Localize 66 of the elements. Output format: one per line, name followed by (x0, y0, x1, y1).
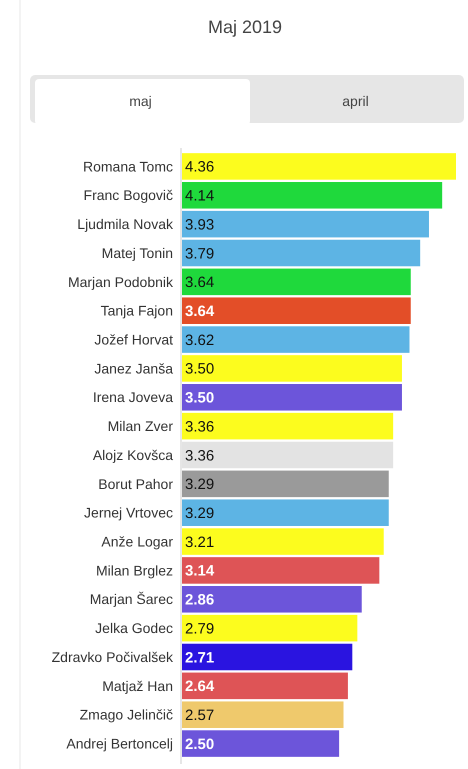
data-label: 3.14 (185, 562, 215, 580)
bar (182, 412, 394, 440)
y-tick-label: Jernej Vrtovec (84, 504, 173, 521)
bar (182, 701, 344, 728)
y-tick-label: Tanja Fajon (100, 302, 173, 319)
data-label: 3.79 (185, 245, 214, 262)
bar (182, 528, 384, 555)
y-tick-label: Jelka Godec (95, 620, 173, 636)
bar (182, 730, 340, 757)
bar (182, 557, 380, 584)
data-label: 4.36 (185, 158, 214, 176)
bar (182, 614, 358, 642)
bar (182, 326, 410, 353)
data-label: 3.64 (185, 302, 215, 320)
data-label: 2.71 (185, 649, 214, 666)
y-tick-label: Zdravko Počivalšek (52, 648, 174, 665)
data-label: 2.50 (185, 736, 214, 753)
y-tick-label: Matjaž Han (102, 678, 173, 694)
data-label: 3.21 (185, 534, 214, 551)
data-label: 4.14 (185, 188, 214, 205)
y-tick-label: Ljudmila Novak (77, 216, 174, 232)
bar (182, 153, 456, 180)
bar (182, 672, 348, 700)
bar (182, 586, 362, 613)
y-tick-label: Borut Pahor (98, 476, 174, 492)
data-label: 2.86 (185, 592, 214, 609)
y-tick-label: Zmago Jelinčič (80, 706, 173, 723)
chart-title: Maj 2019 (208, 17, 282, 37)
y-tick-label: Milan Brglez (96, 562, 173, 578)
bar (182, 470, 389, 498)
data-label: 3.29 (185, 504, 214, 522)
y-tick-label: Marjan Podobnik (68, 274, 174, 290)
bar (182, 644, 352, 670)
y-tick-label: Jožef Horvat (94, 331, 174, 348)
data-label: 3.29 (185, 476, 214, 494)
y-tick-label: Milan Zver (108, 418, 174, 434)
bar (182, 182, 442, 209)
data-label: 3.64 (185, 274, 214, 292)
y-tick-label: Irena Joveva (92, 389, 174, 406)
data-label: 3.50 (185, 390, 214, 407)
y-tick-label: Franc Bogovič (84, 187, 173, 204)
data-label: 3.62 (185, 332, 214, 349)
bar (182, 210, 429, 238)
data-label: 2.57 (185, 706, 214, 724)
bar (182, 442, 394, 468)
bar (182, 240, 420, 266)
data-label: 3.50 (185, 360, 214, 378)
bar (182, 355, 402, 382)
y-tick-label: Anže Logar (101, 533, 174, 550)
text: maj (129, 93, 152, 109)
y-tick-label: Matej Tonin (102, 244, 173, 261)
data-label: 2.64 (185, 678, 215, 696)
bar (182, 297, 411, 324)
text: april (342, 93, 369, 109)
y-tick-label: Alojz Kovšca (92, 446, 174, 463)
y-tick-label: Andrej Bertoncelj (66, 735, 173, 752)
y-tick-label: Janez Janša (94, 360, 174, 376)
data-label: 3.93 (185, 216, 214, 234)
bar (182, 499, 389, 526)
data-label: 3.36 (185, 418, 214, 436)
bar (182, 268, 411, 296)
data-label: 2.79 (185, 620, 214, 638)
data-label: 3.36 (185, 447, 214, 464)
y-tick-label: Marjan Šarec (90, 591, 173, 608)
bar (182, 384, 402, 411)
y-tick-label: Romana Tomc (82, 158, 173, 174)
